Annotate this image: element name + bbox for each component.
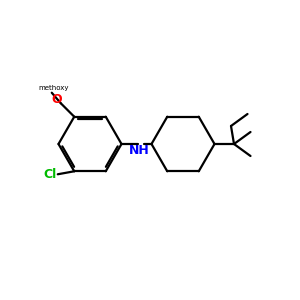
Text: methoxy: methoxy	[38, 85, 68, 91]
Text: NH: NH	[129, 143, 150, 157]
Text: O: O	[52, 93, 62, 106]
Text: Cl: Cl	[43, 168, 56, 181]
